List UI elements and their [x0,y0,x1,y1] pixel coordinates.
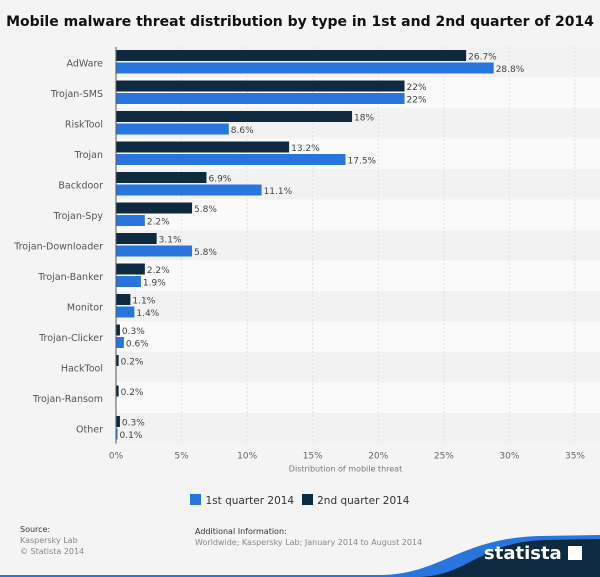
row-band [116,321,600,352]
data-label: 18% [354,114,374,124]
x-tick-label: 10% [237,452,257,462]
legend-label-q1: 1st quarter 2014 [205,495,295,507]
source-block: Source: Kaspersky Lab © Statista 2014 [20,524,84,557]
bar-q1 [116,215,145,226]
bar-q2 [116,50,467,61]
row-band [116,413,600,444]
row-band [116,382,600,413]
legend-swatch-q1 [190,494,202,505]
data-label: 28.8% [496,65,525,75]
legend-item-q2[interactable]: 2nd quarter 2014 [302,494,410,507]
copyright: © Statista 2014 [20,547,85,556]
x-tick-label: 35% [565,452,585,462]
bar-q1 [116,306,135,318]
data-label: 3.1% [159,236,182,246]
data-label: 0.1% [120,431,143,441]
row-band [116,199,600,230]
bar-q2 [116,416,120,427]
category-label: AdWare [66,58,103,69]
bar-q1 [116,154,346,165]
bar-q2 [116,141,290,153]
x-tick-label: 30% [499,452,519,462]
category-label: Trojan-Spy [52,211,103,222]
data-label: 13.2% [291,144,320,154]
data-label: 1.1% [132,297,155,307]
data-label: 8.6% [231,126,254,136]
legend-label-q2: 2nd quarter 2014 [317,495,410,507]
category-label: Other [76,424,103,435]
bar-q1 [116,184,262,196]
x-axis-label: Distribution of mobile threat [289,465,402,474]
bar-q2 [116,355,119,366]
statista-logo-icon [568,546,582,560]
data-label: 17.5% [348,157,377,167]
legend: 1st quarter 2014 2nd quarter 2014 [0,494,600,507]
data-label: 22% [407,96,427,106]
bar-q1 [116,245,193,257]
data-label: 1.9% [143,279,166,289]
category-label: Trojan-Downloader [13,241,103,252]
x-tick-label: 5% [174,452,189,462]
legend-item-q1[interactable]: 1st quarter 2014 [190,494,294,507]
bar-q2 [116,172,207,183]
bar-q2 [116,111,353,122]
row-band [116,230,600,261]
data-label: 1.4% [136,309,159,319]
data-label: 0.2% [121,388,144,398]
row-band [116,291,600,322]
data-label: 6.9% [208,175,231,185]
category-label: RiskTool [65,119,103,130]
row-band [116,352,600,383]
x-tick-label: 20% [368,452,388,462]
row-band [116,260,600,291]
category-label: Trojan [74,150,103,161]
x-tick-label: 25% [434,452,454,462]
data-label: 0.3% [122,327,145,337]
source-label: Source: [20,525,51,534]
legend-swatch-q2 [302,494,314,505]
chart-title: Mobile malware threat distribution by ty… [6,14,594,30]
bar-q2 [116,324,120,336]
category-label: Backdoor [58,180,103,191]
bar-q1 [116,62,494,74]
category-label: Monitor [67,302,103,313]
bar-q2 [116,80,405,92]
bar-q2 [116,233,157,244]
category-label: HackTool [61,363,103,374]
x-tick-label: 15% [303,452,323,462]
category-label: Trojan-Banker [37,272,103,283]
data-label: 0.6% [126,340,149,350]
bar-q2 [116,263,145,275]
data-label: 22% [407,83,427,93]
bar-q1 [116,337,124,348]
additional-info: Additional Information: Worldwide; Kaspe… [195,526,422,548]
footer-wave [0,535,600,577]
bar-q1 [116,93,405,104]
category-label: Trojan-Ransom [32,394,103,405]
x-tick-label: 0% [109,452,124,462]
bar-q2 [116,385,119,397]
category-label: Trojan-SMS [50,89,103,100]
bar-q1 [116,428,118,440]
source-name: Kaspersky Lab [20,536,78,545]
data-label: 5.8% [194,205,217,215]
data-label: 5.8% [194,248,217,258]
data-label: 2.2% [147,218,170,228]
data-label: 0.2% [121,358,144,368]
data-label: 11.1% [264,187,293,197]
bar-q2 [116,294,131,305]
bar-q2 [116,202,193,214]
bar-q1 [116,276,141,287]
info-text: Worldwide; Kaspersky Lab; January 2014 t… [195,538,423,547]
info-label: Additional Information: [195,527,287,536]
data-label: 0.3% [122,419,145,429]
data-label: 2.2% [147,266,170,276]
data-label: 26.7% [468,53,497,63]
bar-q1 [116,123,229,135]
statista-logo[interactable]: statista [484,543,582,564]
category-label: Trojan-Clicker [38,333,103,344]
